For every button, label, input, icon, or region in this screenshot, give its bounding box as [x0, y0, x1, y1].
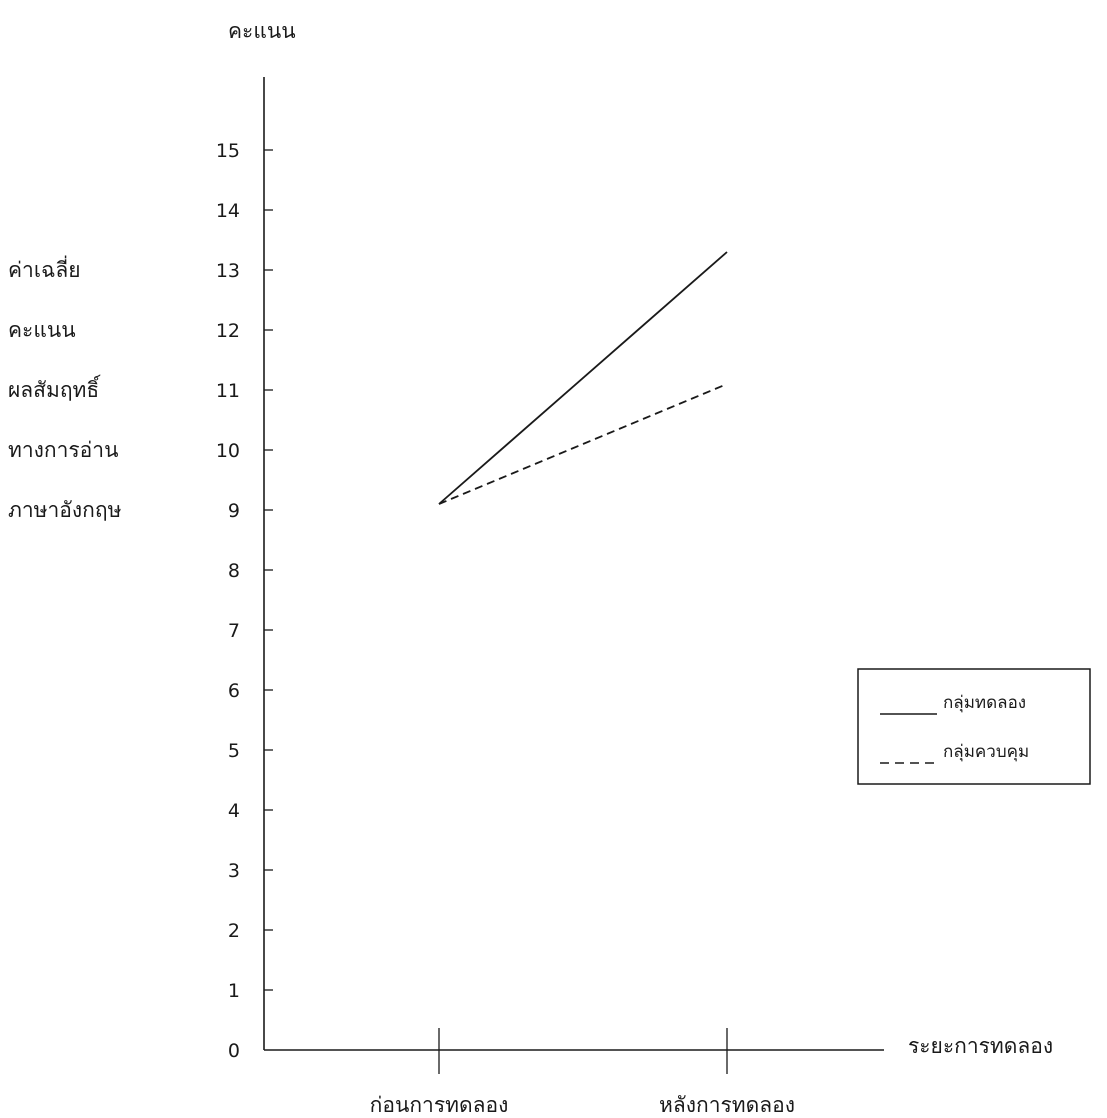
y-tick-label: 15	[216, 140, 240, 162]
y-axis-label-line: ทางการอ่าน	[8, 438, 118, 462]
y-tick-label: 7	[228, 620, 240, 642]
y-axis-label-line: ภาษาอังกฤษ	[8, 498, 121, 522]
x-categories: ก่อนการทดลอง หลังการทดลอง	[370, 1028, 795, 1117]
legend-label-experimental: กลุ่มทดลอง	[943, 693, 1026, 713]
legend-label-control: กลุ่มควบคุม	[943, 742, 1029, 762]
y-tick-label: 4	[228, 800, 240, 822]
y-tick-label: 13	[216, 260, 240, 282]
y-tick-label: 12	[216, 320, 240, 342]
y-tick-label: 5	[228, 740, 240, 762]
y-axis-label-line: ผลสัมฤทธิ์	[8, 374, 101, 402]
y-tick-label: 8	[228, 560, 240, 582]
y-tick-label: 14	[216, 200, 240, 222]
series-layer	[438, 251, 728, 505]
series-line-control	[438, 383, 728, 505]
y-tick-label: 2	[228, 920, 240, 942]
y-axis-label-line: ค่าเฉลี่ย	[8, 255, 81, 282]
y-tick-label: 1	[228, 980, 240, 1002]
x-category-label: ก่อนการทดลอง	[370, 1093, 509, 1117]
x-category-label: หลังการทดลอง	[659, 1093, 795, 1117]
legend: กลุ่มทดลอง กลุ่มควบคุม	[857, 668, 1091, 785]
y-axis-label: ค่าเฉลี่ยคะแนนผลสัมฤทธิ์ทางการอ่านภาษาอั…	[8, 255, 121, 522]
y-tick-label: 10	[216, 440, 240, 462]
y-tick-label: 9	[228, 500, 240, 522]
y-tick-label: 11	[216, 380, 240, 402]
series-line-experimental	[438, 251, 728, 505]
y-axis-top-label: คะแนน	[228, 19, 296, 43]
legend-box	[857, 668, 1091, 785]
y-tick-label: 6	[228, 680, 240, 702]
y-tick-label: 0	[228, 1040, 240, 1062]
y-tick-label: 3	[228, 860, 240, 882]
x-axis-label: ระยะการทดลอง	[908, 1034, 1053, 1058]
y-axis-label-line: คะแนน	[8, 318, 76, 342]
